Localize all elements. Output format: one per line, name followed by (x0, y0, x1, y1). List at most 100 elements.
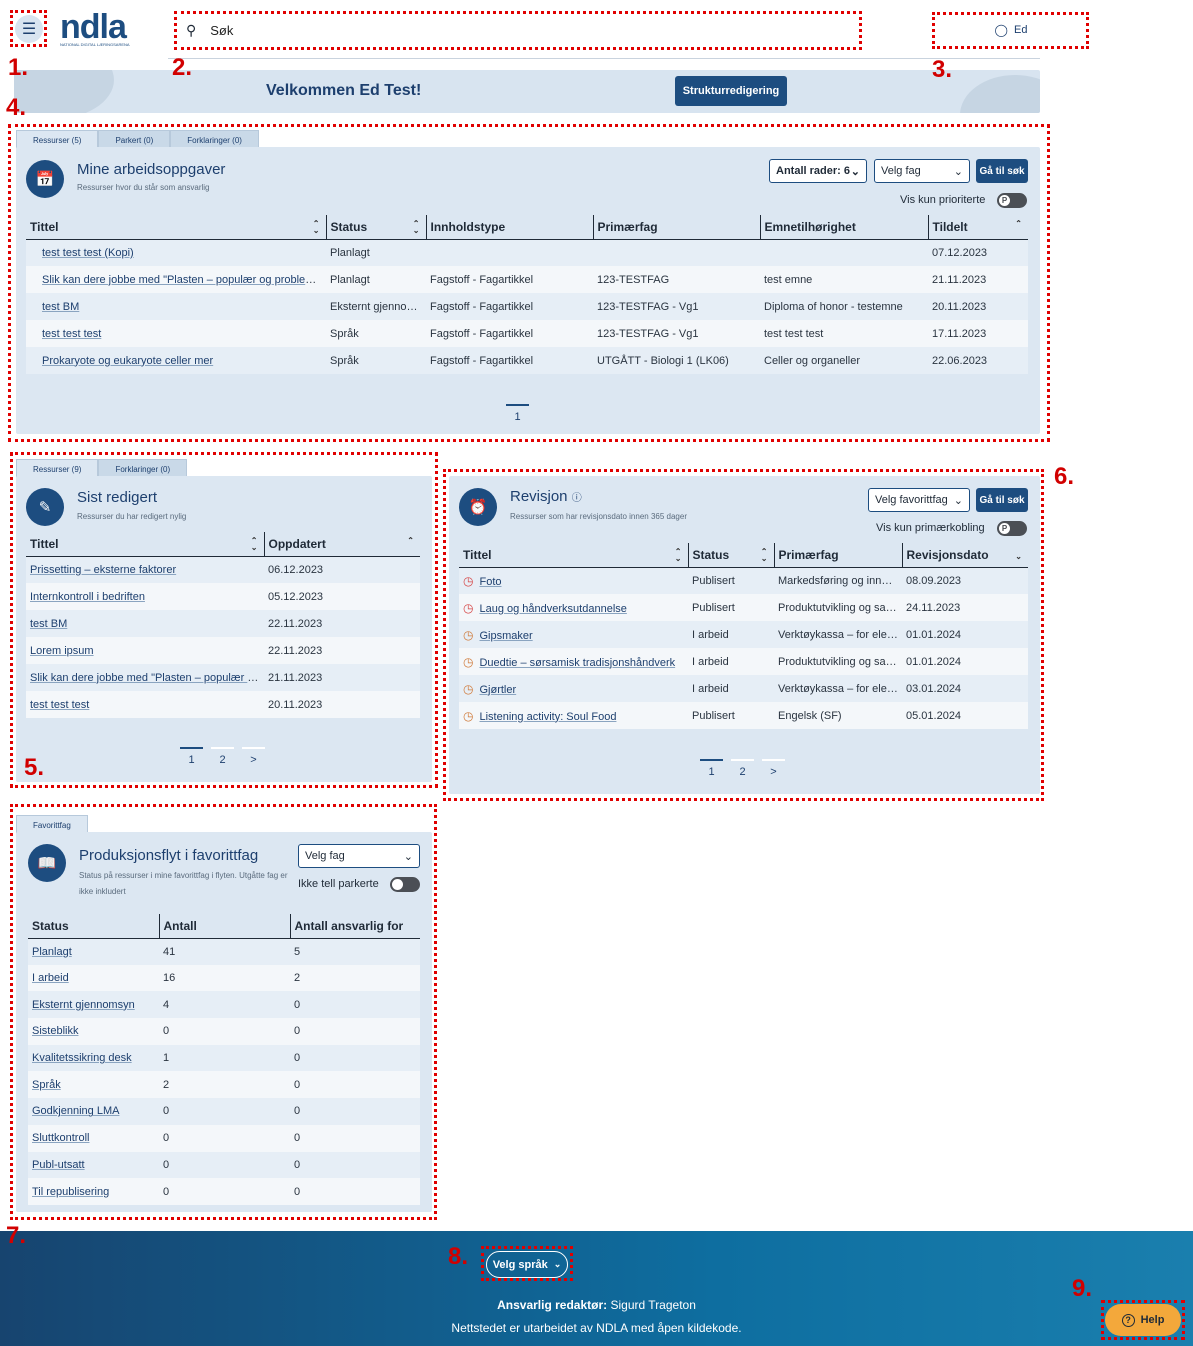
subject-select[interactable]: Velg fag ⌄ (874, 159, 970, 183)
table-row[interactable]: ◷ Duedtie – sørsamisk tradisjonshåndverk I… (459, 648, 1028, 675)
col-status[interactable]: Status ⌃ ⌄ (688, 543, 775, 568)
status-cell[interactable]: Publ-utsatt (28, 1151, 159, 1179)
primary-toggle[interactable] (997, 521, 1027, 536)
user-button[interactable]: ◯ Ed (935, 14, 1087, 46)
row-title-link[interactable]: test test test (42, 327, 102, 340)
tab-explanations[interactable]: Forklaringer (0) (98, 459, 188, 478)
tab-resources[interactable]: Ressurser (9) (16, 459, 99, 478)
col-status[interactable]: Status ⌃ ⌄ (326, 215, 427, 240)
row-title-cell[interactable]: test test test (26, 691, 264, 718)
row-title-cell[interactable]: ◷ Gipsmaker (459, 621, 688, 648)
table-row[interactable]: Godkjenning LMA 0 0 (28, 1098, 420, 1125)
status-link[interactable]: Eksternt gjennomsyn (32, 998, 135, 1011)
status-link[interactable]: Kvalitetssikring desk (32, 1052, 132, 1065)
row-title-link[interactable]: test test test (30, 698, 90, 711)
row-title-link-cell[interactable]: Prokaryote og eukaryote celler mer (26, 347, 326, 374)
structure-edit-button[interactable]: Strukturredigering (675, 76, 787, 106)
status-cell[interactable]: Til republisering (28, 1178, 159, 1205)
row-title-link[interactable]: Gipsmaker (479, 629, 533, 642)
page-button[interactable]: 1 (700, 759, 723, 778)
table-row[interactable]: Eksternt gjennomsyn 4 0 (28, 991, 420, 1019)
table-row[interactable]: test test test 20.11.2023 (26, 691, 420, 718)
row-title-cell[interactable]: Prissetting – eksterne faktorer (26, 556, 264, 583)
row-title-link[interactable]: Lorem ipsum (30, 644, 94, 657)
page-button[interactable]: 2 (731, 759, 754, 778)
row-title-cell[interactable]: test BM (26, 610, 264, 637)
rows-select[interactable]: Antall rader: 6 ⌄ (769, 159, 867, 183)
col-assigned[interactable]: Tildelt ⌃ (928, 215, 1028, 240)
tab-parked[interactable]: Parkert (0) (98, 130, 171, 149)
table-row[interactable]: Publ-utsatt 0 0 (28, 1151, 420, 1179)
row-title-cell[interactable]: ◷ Foto (459, 567, 688, 594)
page-button[interactable]: 1 (180, 747, 203, 766)
row-title-link[interactable]: Listening activity: Soul Food (479, 710, 617, 723)
table-row[interactable]: ◷ Gipsmaker I arbeid Verktøykassa – for ele… (459, 621, 1028, 648)
parked-toggle[interactable] (390, 877, 420, 892)
status-cell[interactable]: Sluttkontroll (28, 1124, 159, 1152)
row-title-cell[interactable]: Internkontroll i bedriften (26, 583, 264, 610)
row-title-link[interactable]: Gjørtler (479, 683, 517, 696)
table-row[interactable]: test BM 22.11.2023 (26, 610, 420, 637)
col-revision-date[interactable]: Revisjonsdato ⌄ (902, 543, 1028, 568)
status-link[interactable]: Publ-utsatt (32, 1158, 85, 1171)
table-row[interactable]: Slik kan dere jobbe med "Plasten – popul… (26, 266, 1028, 293)
table-row[interactable]: Kvalitetssikring desk 1 0 (28, 1044, 420, 1072)
row-title-cell[interactable]: ◷ Listening activity: Soul Food (459, 702, 688, 729)
table-row[interactable]: Internkontroll i bedriften 05.12.2023 (26, 583, 420, 610)
tab-resources[interactable]: Ressurser (5) (16, 130, 99, 149)
row-title-link[interactable]: Slik kan dere jobbe med "Plasten – popul… (42, 273, 326, 286)
row-title-link[interactable]: test test test (Kopi) (42, 246, 134, 259)
table-row[interactable]: test test test (Kopi) Planlagt 07.12.2023 (26, 239, 1028, 266)
table-row[interactable]: Slik kan dere jobbe med "Plasten – popul… (26, 664, 420, 691)
status-link[interactable]: Planlagt (32, 945, 72, 958)
status-cell[interactable]: Sisteblikk (28, 1018, 159, 1045)
status-link[interactable]: Sisteblikk (32, 1025, 79, 1038)
table-row[interactable]: Til republisering 0 0 (28, 1178, 420, 1205)
col-title[interactable]: Tittel ⌃ ⌄ (26, 532, 265, 557)
page-button[interactable]: 1 (506, 404, 529, 423)
col-title[interactable]: Tittel ⌃ ⌄ (459, 543, 689, 568)
table-row[interactable]: Prissetting – eksterne faktorer 06.12.202… (26, 556, 420, 583)
row-title-link[interactable]: Duedtie – sørsamisk tradisjonshåndverk (479, 656, 676, 669)
table-row[interactable]: ◷ Listening activity: Soul Food Publisert E… (459, 702, 1028, 729)
status-cell[interactable]: Språk (28, 1071, 159, 1099)
tab-favorite-subjects[interactable]: Favorittfag (16, 815, 88, 834)
table-row[interactable]: test BM Eksternt gjennomsyn Fagstoff - Fag… (26, 293, 1028, 320)
row-title-link[interactable]: Slik kan dere jobbe med "Plasten – popul… (30, 671, 264, 684)
status-link[interactable]: I arbeid (32, 972, 69, 985)
row-title-link-cell[interactable]: Slik kan dere jobbe med "Plasten – popul… (26, 266, 326, 293)
row-title-link[interactable]: Foto (479, 575, 502, 588)
status-cell[interactable]: Godkjenning LMA (28, 1098, 159, 1125)
status-cell[interactable]: Kvalitetssikring desk (28, 1044, 159, 1072)
row-title-cell[interactable]: ◷ Gjørtler (459, 675, 688, 702)
search-input[interactable]: ⚲ Søk (178, 14, 858, 46)
status-link[interactable]: Godkjenning LMA (32, 1105, 120, 1118)
row-title-link[interactable]: Laug og håndverksutdannelse (479, 602, 627, 615)
table-row[interactable]: Lorem ipsum 22.11.2023 (26, 637, 420, 664)
row-title-link[interactable]: Prissetting – eksterne faktorer (30, 563, 177, 576)
row-title-link[interactable]: Prokaryote og eukaryote celler mer (42, 354, 214, 367)
table-row[interactable]: Planlagt 41 5 (28, 938, 420, 965)
row-title-cell[interactable]: Slik kan dere jobbe med "Plasten – popul… (26, 664, 264, 691)
menu-button[interactable]: ☰ (15, 15, 43, 43)
table-row[interactable]: ◷ Laug og håndverksutdannelse Publisert Pro… (459, 594, 1028, 621)
row-title-link-cell[interactable]: test BM (26, 293, 326, 320)
status-cell[interactable]: I arbeid (28, 964, 159, 992)
table-row[interactable]: Sluttkontroll 0 0 (28, 1124, 420, 1152)
row-title-cell[interactable]: Lorem ipsum (26, 637, 264, 664)
goto-search-button[interactable]: Gå til søk (976, 159, 1028, 183)
row-title-cell[interactable]: ◷ Laug og håndverksutdannelse (459, 594, 688, 621)
favorite-subject-select[interactable]: Velg favorittfag ⌄ (868, 488, 970, 512)
table-row[interactable]: Språk 2 0 (28, 1071, 420, 1099)
page-button[interactable]: > (242, 747, 265, 766)
status-cell[interactable]: Planlagt (28, 938, 159, 965)
subject-select[interactable]: Velg fag ⌄ (298, 844, 420, 868)
row-title-link[interactable]: test BM (30, 617, 68, 630)
language-button[interactable]: Velg språk ⌄ (486, 1251, 568, 1278)
table-row[interactable]: ◷ Gjørtler I arbeid Verktøykassa – for elev… (459, 675, 1028, 702)
row-title-link-cell[interactable]: test test test (26, 320, 326, 347)
table-row[interactable]: Sisteblikk 0 0 (28, 1018, 420, 1045)
page-button[interactable]: 2 (211, 747, 234, 766)
status-link[interactable]: Til republisering (32, 1185, 110, 1198)
